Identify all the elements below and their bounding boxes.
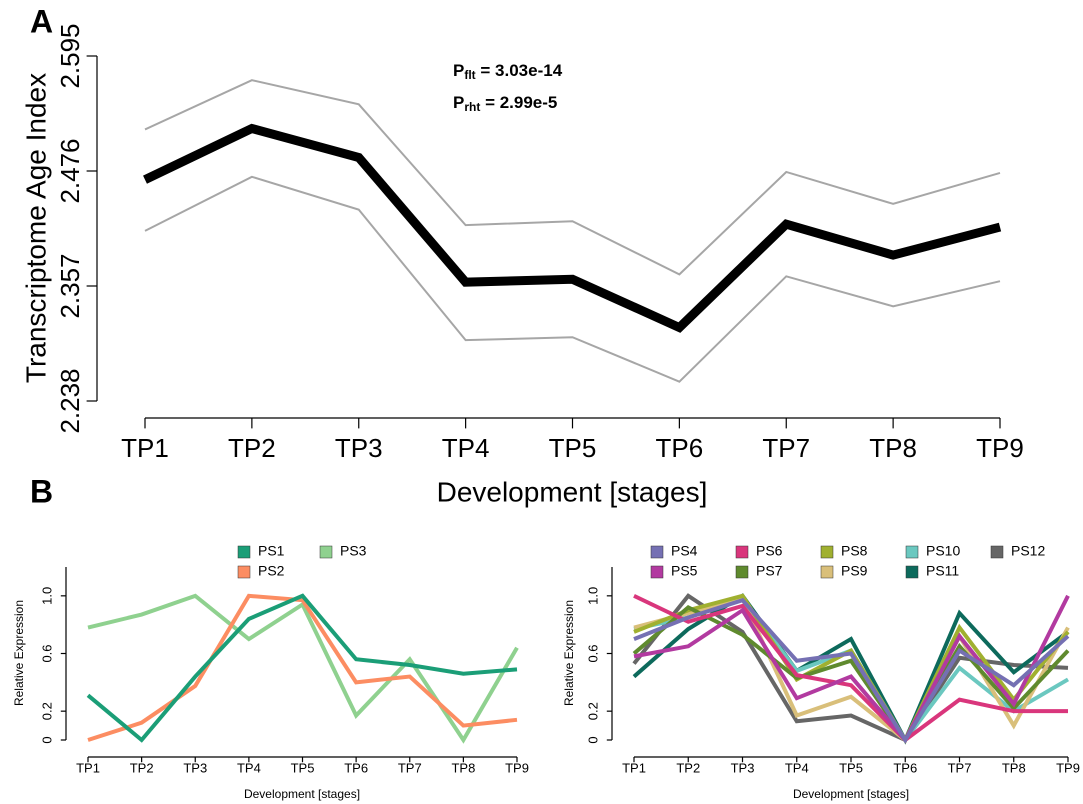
- x-tick-label: TP5: [839, 760, 863, 775]
- x-tick-label: TP3: [335, 433, 383, 463]
- x-tick-label: TP8: [1002, 760, 1026, 775]
- y-axis-label: Relative Expression: [562, 600, 576, 706]
- x-tick-label: TP1: [121, 433, 169, 463]
- annotation-sub: rht: [464, 100, 480, 114]
- panel-label: A: [30, 3, 53, 39]
- y-tick-label: 1.0: [39, 587, 54, 605]
- series-line: [87, 593, 519, 744]
- legend-label: PS7: [756, 563, 783, 579]
- annotation-value: = 3.03e-14: [476, 61, 563, 80]
- annotation: Pflt = 3.03e-14: [453, 61, 563, 82]
- x-tick-label: TP4: [237, 760, 261, 775]
- series-line: [144, 175, 1001, 383]
- x-tick-label: TP2: [676, 760, 700, 775]
- series-line: [633, 596, 1070, 744]
- y-tick-label: 0.2: [585, 702, 600, 720]
- legend-swatch: [319, 545, 333, 559]
- y-tick-label: 1.0: [585, 587, 600, 605]
- legend-swatch: [650, 565, 664, 579]
- y-tick-label: 0.6: [39, 644, 54, 662]
- series-line: [632, 604, 1070, 744]
- x-tick-label: TP6: [893, 760, 917, 775]
- legend-label: PS12: [1011, 543, 1045, 559]
- legend-label: PS1: [258, 543, 285, 559]
- y-tick-label: 0.6: [585, 644, 600, 662]
- legend-label: PS6: [756, 543, 783, 559]
- legend-swatch: [905, 545, 919, 559]
- annotation-text: P: [453, 93, 464, 112]
- y-tick-label: 2.238: [55, 368, 85, 433]
- annotation: Prht = 2.99e-5: [453, 93, 557, 114]
- series-line: [633, 594, 1068, 743]
- x-axis-label: Development [stages]: [793, 787, 909, 801]
- legend-swatch: [237, 565, 251, 579]
- legend-swatch: [905, 565, 919, 579]
- legend-label: PS3: [340, 543, 367, 559]
- legend-swatch: [237, 545, 251, 559]
- y-tick-label: 2.357: [55, 253, 85, 318]
- x-tick-label: TP9: [505, 760, 529, 775]
- x-tick-label: TP2: [228, 433, 276, 463]
- x-tick-label: TP4: [442, 433, 490, 463]
- x-tick-label: TP9: [976, 433, 1024, 463]
- x-tick-label: TP9: [1056, 760, 1080, 775]
- x-tick-label: TP7: [762, 433, 810, 463]
- x-tick-label: TP5: [549, 433, 597, 463]
- x-tick-label: TP6: [344, 760, 368, 775]
- panel-label: B: [30, 473, 53, 509]
- legend-swatch: [820, 545, 834, 559]
- x-tick-label: TP6: [656, 433, 704, 463]
- legend-label: PS8: [841, 543, 868, 559]
- legend-swatch: [735, 565, 749, 579]
- x-axis-label: Development [stages]: [244, 787, 360, 801]
- x-tick-label: TP7: [398, 760, 422, 775]
- legend-label: PS4: [671, 543, 698, 559]
- x-tick-label: TP1: [622, 760, 646, 775]
- annotation-value: = 2.99e-5: [480, 93, 557, 112]
- series-line: [87, 593, 518, 742]
- annotation-text: P: [453, 61, 464, 80]
- y-tick-label: 2.476: [55, 138, 85, 203]
- y-tick-label: 0: [585, 736, 600, 743]
- legend-swatch: [990, 545, 1004, 559]
- y-axis-label: Relative Expression: [12, 600, 26, 706]
- y-axis-label: Transcriptome Age Index: [20, 73, 51, 383]
- x-tick-label: TP8: [869, 433, 917, 463]
- legend-label: PS11: [926, 563, 959, 579]
- x-tick-label: TP8: [451, 760, 475, 775]
- y-tick-label: 2.595: [55, 23, 85, 88]
- series-line: [633, 597, 1070, 744]
- x-tick-label: TP7: [948, 760, 972, 775]
- x-tick-label: TP2: [130, 760, 154, 775]
- x-tick-label: TP3: [183, 760, 207, 775]
- series-line: [633, 594, 1070, 744]
- annotation-sub: flt: [464, 68, 475, 82]
- legend-swatch: [820, 565, 834, 579]
- series-line: [144, 79, 1001, 276]
- series-line: [86, 593, 518, 743]
- legend-label: PS2: [258, 563, 285, 579]
- x-axis-label: Development [stages]: [437, 476, 708, 507]
- legend-label: PS9: [841, 563, 868, 579]
- legend-label: PS5: [671, 563, 698, 579]
- legend-swatch: [650, 545, 664, 559]
- x-tick-label: TP3: [731, 760, 755, 775]
- legend-swatch: [735, 545, 749, 559]
- y-tick-label: 0.2: [39, 702, 54, 720]
- legend-label: PS10: [926, 543, 960, 559]
- series-line: [143, 123, 1002, 333]
- x-tick-label: TP1: [76, 760, 100, 775]
- y-tick-label: 0: [39, 736, 54, 743]
- x-tick-label: TP4: [785, 760, 809, 775]
- x-tick-label: TP5: [291, 760, 315, 775]
